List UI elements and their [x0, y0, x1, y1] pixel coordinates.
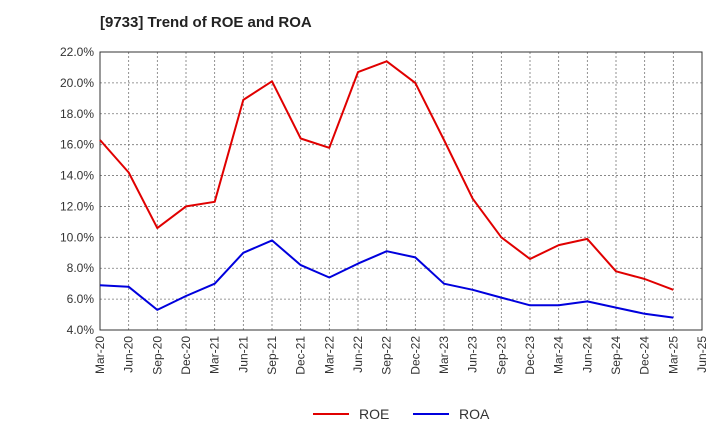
- x-tick-label: Dec-23: [523, 336, 537, 375]
- axes: 4.0% 6.0% 8.0% 10.0% 12.0% 14.0% 16.0% 18.0% 20.…: [60, 45, 709, 375]
- x-tick-label: Mar-23: [437, 336, 451, 374]
- x-tick-label: Dec-22: [408, 336, 422, 375]
- x-tick-label: Dec-20: [179, 336, 193, 375]
- x-tick-label: Mar-24: [552, 336, 566, 374]
- legend-label-roa: ROA: [459, 406, 490, 422]
- x-tick-label: Jun-20: [122, 336, 136, 373]
- y-tick-label: 4.0%: [67, 323, 95, 337]
- x-tick-label: Jun-23: [466, 336, 480, 373]
- grid-lines: [99, 51, 703, 331]
- x-tick-label: Sep-23: [494, 336, 508, 375]
- x-tick-label: Mar-22: [322, 336, 336, 374]
- y-tick-label: 8.0%: [67, 261, 95, 275]
- x-tick-label: Jun-24: [580, 336, 594, 373]
- y-tick-label: 14.0%: [60, 169, 94, 183]
- plot-border: [99, 51, 703, 331]
- legend-label-roe: ROE: [359, 406, 389, 422]
- x-tick-label: Jun-21: [236, 336, 250, 373]
- x-tick-label: Sep-20: [150, 336, 164, 375]
- y-tick-label: 16.0%: [60, 138, 94, 152]
- legend: ROE ROA: [313, 406, 490, 422]
- x-tick-label: Sep-21: [265, 336, 279, 375]
- x-tick-label: Mar-21: [208, 336, 222, 374]
- series-line-roe: [99, 60, 674, 291]
- y-tick-label: 20.0%: [60, 76, 94, 90]
- y-tick-label: 22.0%: [60, 45, 94, 59]
- y-tick-label: 12.0%: [60, 199, 94, 213]
- x-tick-label: Mar-25: [666, 336, 680, 374]
- y-tick-label: 18.0%: [60, 107, 94, 121]
- x-tick-label: Sep-22: [380, 336, 394, 375]
- y-tick-label: 6.0%: [67, 292, 95, 306]
- y-tick-label: 10.0%: [60, 230, 94, 244]
- x-tick-label: Jun-25: [695, 336, 709, 373]
- x-tick-label: Dec-24: [638, 336, 652, 375]
- series-line-roa: [99, 239, 674, 319]
- x-tick-label: Sep-24: [609, 336, 623, 375]
- x-tick-label: Mar-20: [93, 336, 107, 374]
- series-lines: [99, 60, 674, 319]
- x-tick-label: Jun-22: [351, 336, 365, 373]
- x-tick-label: Dec-21: [294, 336, 308, 375]
- chart-title: [9733] Trend of ROE and ROA: [100, 14, 312, 31]
